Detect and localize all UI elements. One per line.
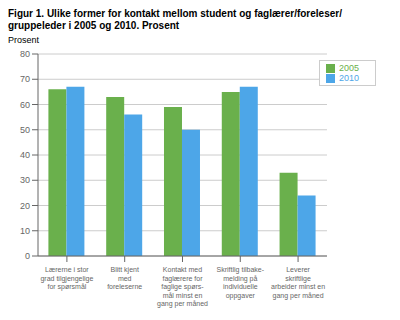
svg-text:40: 40: [20, 150, 30, 160]
svg-text:Skriftlig tilbake-melding påin: Skriftlig tilbake-melding påindividuelle…: [217, 266, 265, 300]
svg-text:50: 50: [20, 125, 30, 135]
svg-text:30: 30: [20, 175, 30, 185]
svg-text:80: 80: [20, 49, 30, 59]
svg-text:0: 0: [25, 251, 30, 261]
svg-text:Levererskriftligearbeider mins: Levererskriftligearbeider minst engang p…: [271, 266, 325, 300]
svg-text:20: 20: [20, 201, 30, 211]
html-text:gruppeleder i 2005 og 2010. Pr: gruppeleder i 2005 og 2010. Prosent: [8, 20, 180, 31]
svg-text:Lærerne i storgrad tilgjengeli: Lærerne i storgrad tilgjengeligefor spør…: [40, 266, 93, 291]
html-text:2010: 2010: [339, 73, 359, 84]
svg-text:60: 60: [20, 100, 30, 110]
svg-text:10: 10: [20, 226, 30, 236]
svg-text:70: 70: [20, 74, 30, 84]
svg-text:Kontakt medfaglærere forfaglig: Kontakt medfaglærere forfaglige spørs-må…: [157, 266, 208, 308]
html-text:2005: 2005: [339, 63, 359, 73]
html-text:Prosent: Prosent: [8, 35, 39, 45]
svg-text:Blitt kjentmedforeleserne: Blitt kjentmedforeleserne: [107, 266, 142, 290]
html-text:Figur 1. Ulike former for kont: Figur 1. Ulike former for kontakt mellom…: [8, 8, 342, 19]
